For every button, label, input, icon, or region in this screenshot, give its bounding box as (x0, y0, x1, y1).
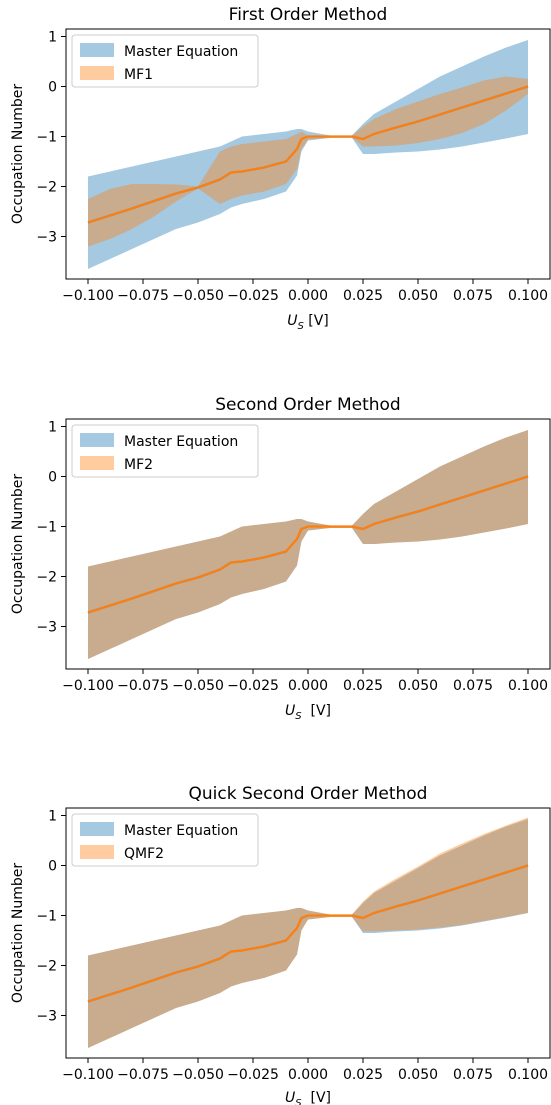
x-tick-label: 0.000 (288, 1067, 328, 1083)
legend-label-qmf2: QMF2 (124, 846, 164, 862)
x-tick-label: −0.025 (227, 288, 279, 304)
legend-box (71, 813, 259, 867)
series-band-1 (88, 76, 528, 247)
x-tick-label: 0.050 (398, 678, 438, 694)
x-tick-label: −0.100 (62, 1067, 114, 1083)
y-axis-label: Occupation Number (10, 84, 26, 225)
legend-swatch-master-equation (80, 43, 114, 57)
x-axis-label: US [V] (285, 703, 331, 722)
legend-swatch-mf2 (80, 456, 114, 470)
y-tick-label: 1 (48, 420, 57, 436)
x-tick-label: −0.025 (227, 1067, 279, 1083)
y-axis: 1 0 −1 −2 −3 (36, 30, 66, 246)
x-tick-label: 0.100 (508, 678, 548, 694)
y-tick-label: 0 (48, 470, 57, 486)
y-tick-label: 0 (48, 859, 57, 875)
series-band-0 (88, 40, 528, 269)
x-tick-label: −0.075 (117, 1067, 169, 1083)
y-tick-label: 1 (48, 30, 57, 46)
y-tick-label: 0 (48, 80, 57, 96)
x-tick-label: 0.025 (343, 288, 383, 304)
legend: Master Equation MF1 (71, 34, 259, 88)
plot-area (87, 817, 529, 1048)
legend-label-master-equation: Master Equation (124, 44, 238, 60)
x-axis: −0.100 −0.075 −0.050 −0.025 0.000 0.025 0.050 0… (62, 1058, 548, 1083)
plot-area (87, 40, 529, 269)
panel-first-order: First Order Method −0.100 −0.075 −0.050 −0.… (10, 5, 551, 332)
series-band-0 (88, 430, 528, 659)
y-tick-label: −3 (36, 620, 57, 636)
series-line-1 (87, 85, 529, 224)
y-tick-label: −3 (36, 1009, 57, 1025)
x-tick-label: 0.075 (453, 288, 493, 304)
x-tick-label: 0.050 (398, 288, 438, 304)
x-tick-label: 0.075 (453, 678, 493, 694)
x-tick-label: 0.000 (288, 288, 328, 304)
panel-title: First Order Method (229, 5, 388, 25)
x-tick-label: 0.025 (343, 678, 383, 694)
legend-box (71, 424, 259, 478)
y-axis: 1 0 −1 −2 −3 (36, 420, 66, 636)
y-tick-label: −3 (36, 230, 57, 246)
y-tick-label: 1 (48, 809, 57, 825)
x-tick-label: 0.100 (508, 1067, 548, 1083)
legend: Master Equation QMF2 (71, 813, 259, 867)
x-axis-label: US [V] (285, 1090, 331, 1105)
y-axis: 1 0 −1 −2 −3 (36, 809, 66, 1025)
legend-swatch-master-equation (80, 433, 114, 447)
legend-label-master-equation: Master Equation (124, 823, 238, 839)
x-tick-label: 0.000 (288, 678, 328, 694)
x-tick-label: −0.100 (62, 678, 114, 694)
x-tick-label: −0.050 (172, 678, 224, 694)
x-tick-label: −0.050 (172, 288, 224, 304)
legend-label-mf1: MF1 (124, 67, 153, 83)
x-axis: −0.100 −0.075 −0.050 −0.025 0.000 0.025 0.050 0… (62, 279, 548, 304)
series-line-1 (87, 475, 529, 614)
legend-label-mf2: MF2 (124, 457, 153, 473)
plot-area (87, 430, 529, 659)
x-tick-label: −0.025 (227, 678, 279, 694)
y-tick-label: −1 (36, 130, 57, 146)
legend-label-master-equation: Master Equation (124, 434, 238, 450)
x-tick-label: −0.100 (62, 288, 114, 304)
x-axis: −0.100 −0.075 −0.050 −0.025 0.000 0.025 0.050 0… (62, 669, 548, 694)
legend-box (71, 34, 259, 88)
x-tick-label: −0.075 (117, 678, 169, 694)
x-axis-label: US [V] (287, 313, 329, 332)
panel-title: Quick Second Order Method (189, 784, 428, 804)
panel-title: Second Order Method (215, 395, 400, 415)
y-axis-label: Occupation Number (10, 863, 26, 1004)
y-tick-label: −1 (36, 909, 57, 925)
panel-quick-second-order: Quick Second Order Method −0.100 −0.075 −0… (10, 784, 551, 1105)
y-tick-label: −2 (36, 959, 57, 975)
x-tick-label: 0.075 (453, 1067, 493, 1083)
y-tick-label: −2 (36, 180, 57, 196)
legend-swatch-qmf2 (80, 845, 114, 859)
x-tick-label: 0.100 (508, 288, 548, 304)
legend-swatch-master-equation (80, 822, 114, 836)
series-line-1 (87, 864, 529, 1003)
series-band-0 (88, 819, 528, 1048)
legend: Master Equation MF2 (71, 424, 259, 478)
x-tick-label: −0.075 (117, 288, 169, 304)
panel-second-order: Second Order Method −0.100 −0.075 −0.050 −0… (10, 395, 551, 722)
y-tick-label: −1 (36, 520, 57, 536)
series-band-1 (88, 430, 528, 659)
x-tick-label: −0.050 (172, 1067, 224, 1083)
series-band-1 (88, 817, 528, 1048)
y-axis-label: Occupation Number (10, 474, 26, 615)
legend-swatch-mf1 (80, 66, 114, 80)
y-tick-label: −2 (36, 570, 57, 586)
x-tick-label: 0.025 (343, 1067, 383, 1083)
x-tick-label: 0.050 (398, 1067, 438, 1083)
